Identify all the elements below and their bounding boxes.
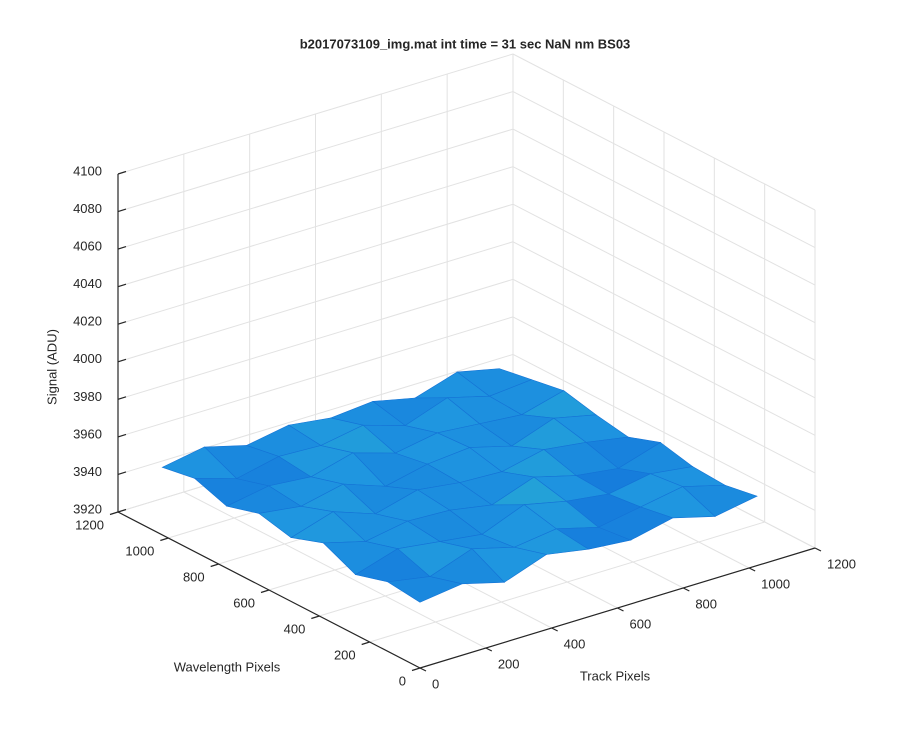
z-tick: [117, 321, 127, 325]
grid-line: [512, 166, 816, 324]
grid-line: [512, 203, 816, 361]
grid-line: [512, 278, 816, 436]
z-tick-label: 3920: [73, 501, 102, 516]
grid-line: [512, 316, 816, 474]
y-tick-label: 1200: [75, 517, 104, 532]
y-tick: [411, 667, 421, 672]
y-tick: [311, 615, 320, 620]
x-tick: [617, 607, 624, 612]
y-tick: [160, 537, 169, 542]
y-tick-label: 800: [183, 569, 205, 584]
y-tick-label: 600: [233, 595, 255, 610]
grid-line: [512, 53, 816, 211]
y-tick: [210, 563, 219, 568]
z-tick-label: 4080: [73, 201, 102, 216]
z-tick: [117, 396, 127, 400]
x-tick-label: 1200: [827, 556, 856, 571]
z-tick-label: 3960: [73, 426, 102, 441]
z-tick: [117, 358, 127, 363]
z-axis-label: Signal (ADU): [44, 329, 59, 405]
z-tick: [117, 170, 127, 175]
x-tick-label: 400: [564, 636, 586, 651]
y-tick: [109, 511, 119, 516]
z-tick-label: 4100: [73, 163, 102, 178]
chart-title: b2017073109_img.mat int time = 31 sec Na…: [300, 36, 631, 51]
grid-line: [117, 241, 514, 363]
grid-line: [117, 91, 514, 213]
z-tick-label: 4060: [73, 239, 102, 254]
x-tick: [814, 547, 822, 552]
z-tick-label: 4040: [73, 276, 102, 291]
x-tick: [748, 567, 756, 572]
x-tick-label: 0: [432, 676, 439, 691]
y-tick-label: 200: [334, 647, 356, 662]
grid-line: [512, 241, 816, 399]
grid-line: [117, 278, 514, 400]
z-tick: [117, 508, 127, 513]
x-tick-label: 600: [630, 616, 652, 631]
surface-patch: [386, 576, 464, 603]
x-tick-label: 200: [498, 656, 520, 671]
grid-line: [117, 128, 514, 250]
z-tick: [117, 208, 127, 213]
y-axis-label: Wavelength Pixels: [174, 659, 281, 674]
grid-line: [512, 354, 816, 511]
x-tick: [683, 587, 690, 592]
y-tick: [260, 589, 270, 594]
grid-line: [512, 91, 816, 248]
z-tick-label: 3940: [73, 464, 102, 479]
grid-line: [117, 353, 514, 475]
z-tick-label: 3980: [73, 389, 102, 404]
y-tick-label: 1000: [125, 543, 154, 558]
grid-line: [117, 203, 514, 325]
x-tick: [551, 627, 558, 632]
x-tick-label: 1000: [761, 576, 790, 591]
z-tick-label: 4000: [73, 351, 102, 366]
grid-line: [369, 521, 765, 643]
z-tick: [117, 283, 127, 288]
z-tick: [117, 433, 127, 438]
x-tick: [419, 667, 427, 672]
x-tick-label: 800: [695, 596, 717, 611]
y-tick: [361, 641, 370, 646]
grid-line: [117, 53, 514, 175]
z-tick: [117, 471, 127, 476]
grid-line: [117, 166, 514, 288]
z-tick: [117, 246, 127, 250]
y-tick-label: 0: [399, 673, 406, 688]
grid-line: [117, 316, 514, 438]
x-axis-label: Track Pixels: [580, 668, 651, 683]
x-tick: [485, 647, 493, 652]
z-tick-label: 4020: [73, 314, 102, 329]
y-tick-label: 400: [284, 621, 306, 636]
grid-line: [512, 128, 816, 286]
